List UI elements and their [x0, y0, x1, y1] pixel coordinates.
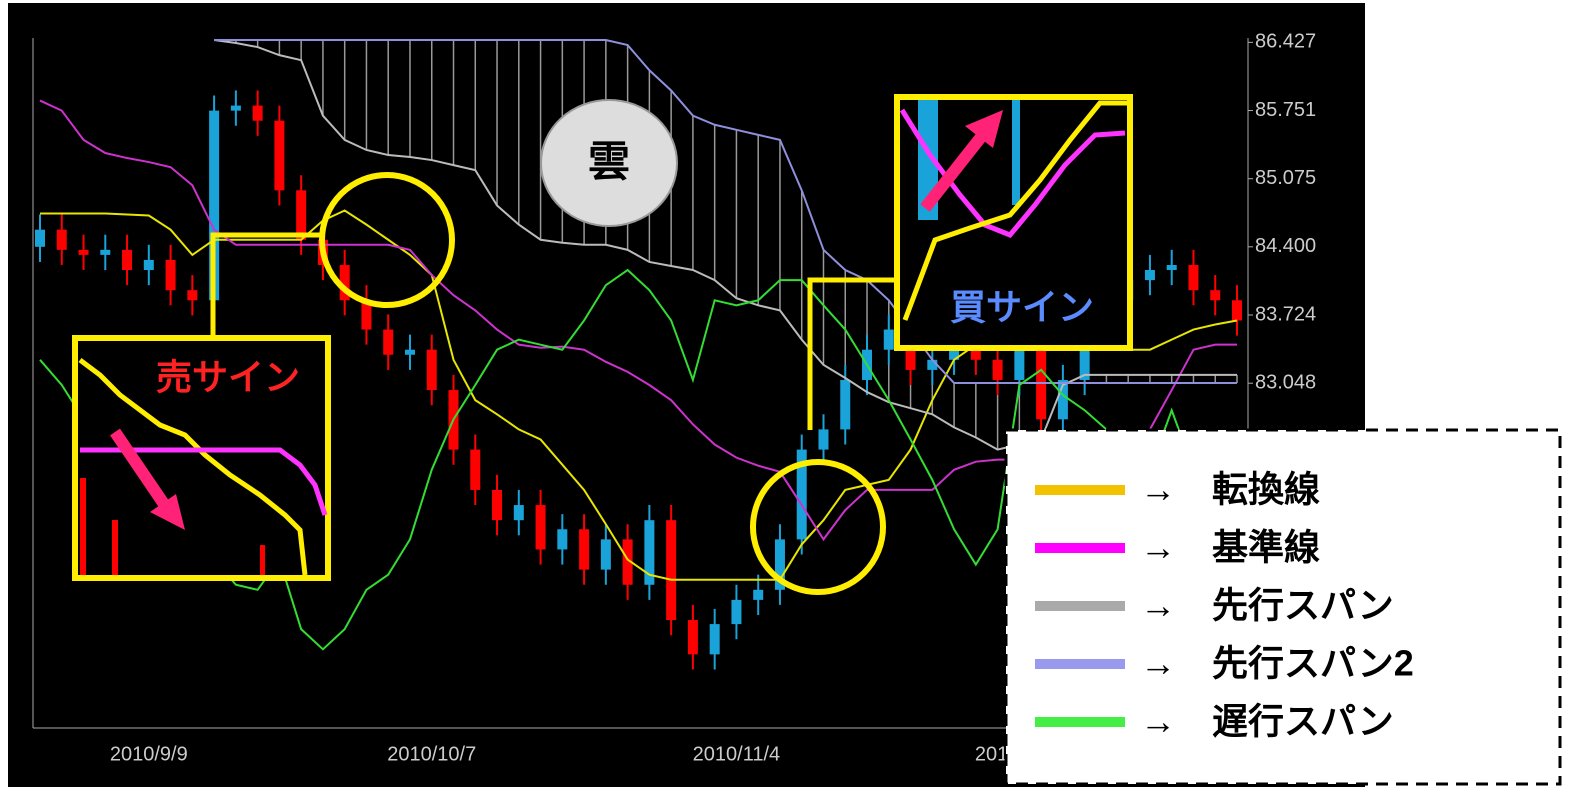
- candle-body: [361, 300, 372, 330]
- candle-body: [296, 190, 307, 240]
- candle-body: [56, 229, 67, 250]
- candle-body: [1079, 329, 1090, 380]
- candle-body: [644, 520, 655, 585]
- candle-body: [753, 589, 764, 600]
- legend-arrow: →: [1140, 469, 1176, 510]
- buy-inset: 買サイン: [894, 94, 1133, 351]
- candle-body: [230, 105, 241, 111]
- candle-body: [579, 529, 590, 570]
- candle-body: [274, 120, 285, 191]
- candle-body: [252, 105, 263, 121]
- legend-arrow: →: [1140, 701, 1176, 742]
- inset-candle: [1012, 100, 1020, 205]
- inset-line: [899, 108, 1126, 238]
- candle-body: [796, 449, 807, 540]
- y-tick-label: 85.075: [1255, 167, 1316, 189]
- y-tick-label: 85.751: [1255, 99, 1316, 121]
- inset-candle: [260, 545, 265, 575]
- candle-body: [383, 329, 394, 355]
- buy-label: 買サイン: [950, 287, 1094, 328]
- connector: [807, 277, 897, 430]
- inset-candle: [112, 520, 118, 575]
- arrow-head: [150, 494, 185, 530]
- candle-body: [600, 539, 611, 570]
- candle-body: [35, 229, 45, 247]
- candle-body: [1232, 300, 1242, 321]
- candle-body: [100, 249, 111, 255]
- inset-line: [80, 447, 328, 516]
- candle-body: [1188, 264, 1199, 291]
- candle-body: [927, 359, 938, 370]
- candle-body: [709, 624, 720, 655]
- sell-inset: 売サイン: [72, 335, 331, 581]
- candle-body: [970, 349, 981, 360]
- arrow-head: [965, 110, 1003, 148]
- annotations: 雲 売サイン 買サイン: [72, 94, 1133, 595]
- cloud-label: 雲: [588, 138, 630, 185]
- signal-circle: [750, 459, 886, 595]
- y-tick-label: 83.724: [1255, 303, 1316, 325]
- y-tick-label: 84.400: [1255, 235, 1316, 257]
- legend-label: 遅行スパン: [1212, 701, 1394, 742]
- candle-body: [818, 429, 829, 450]
- inset-line: [78, 358, 308, 576]
- x-tick-label: 2010/10/7: [387, 743, 476, 765]
- inset-candle: [80, 478, 86, 575]
- candle-body: [492, 489, 503, 521]
- candle-body: [1144, 270, 1155, 281]
- candle-body: [535, 505, 546, 550]
- arrow: [920, 128, 990, 212]
- legend-arrow: →: [1140, 527, 1176, 568]
- legend-label: 先行スパン: [1212, 585, 1394, 626]
- legend-arrow: →: [1140, 585, 1176, 626]
- candle-body: [949, 349, 960, 360]
- signal-circle: [319, 172, 455, 308]
- candle-body: [1166, 264, 1177, 271]
- candle-body: [1210, 290, 1221, 301]
- candle-body: [404, 349, 415, 355]
- x-tick-label: 2010/11/4: [693, 743, 781, 765]
- candle-body: [622, 539, 633, 585]
- candle-body: [731, 599, 742, 625]
- candle-body: [426, 349, 437, 391]
- candle-body: [513, 505, 524, 521]
- candle-body: [1036, 329, 1047, 420]
- sell-label: 売サイン: [156, 357, 300, 398]
- candle-body: [209, 110, 220, 301]
- legend: → 転換線 → 基準線 → 先行スパン → 先行スパン2 → 遅行スパン: [1004, 428, 1562, 786]
- candle-body: [78, 249, 89, 255]
- y-tick-label: 86.427: [1255, 31, 1316, 53]
- arrow: [110, 428, 173, 514]
- candle-body: [122, 249, 133, 271]
- candle-body: [557, 529, 568, 550]
- cloud-bubble: [540, 99, 678, 227]
- legend-label: 転換線: [1212, 469, 1320, 510]
- inset-line: [902, 100, 1128, 321]
- candle-body: [1057, 379, 1068, 420]
- legend-label: 先行スパン2: [1212, 643, 1414, 684]
- candle-body: [1014, 329, 1025, 380]
- candle-body: [840, 379, 851, 430]
- candle-body: [165, 259, 176, 291]
- candle-body: [339, 264, 350, 301]
- candle-body: [143, 259, 154, 271]
- legend-label: 基準線: [1212, 527, 1320, 568]
- candle-body: [883, 329, 894, 350]
- x-tick-label: 2010/9/9: [110, 743, 188, 765]
- candle-body: [666, 520, 677, 621]
- y-tick-label: 83.048: [1255, 371, 1316, 393]
- candle-body: [187, 290, 198, 301]
- candle-body: [470, 449, 481, 490]
- series-line: [214, 39, 1237, 384]
- candle-body: [687, 620, 698, 655]
- candle-body: [774, 539, 785, 590]
- connector: [210, 232, 320, 338]
- candle-body: [992, 359, 1003, 380]
- legend-arrow: →: [1140, 643, 1176, 684]
